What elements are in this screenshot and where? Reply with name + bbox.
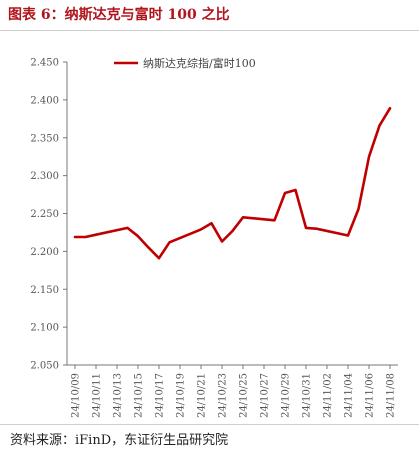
data-point	[95, 233, 97, 236]
data-point	[389, 107, 391, 110]
data-point	[305, 227, 307, 229]
data-point	[137, 235, 139, 238]
data-point	[168, 241, 171, 244]
y-tick-label: 2.450	[30, 58, 59, 69]
source-note: 资料来源：iFinD，东证衍生品研究院	[10, 433, 229, 448]
data-point	[231, 230, 234, 232]
source-divider	[0, 424, 419, 425]
data-point	[315, 227, 318, 230]
x-axis: 24/10/09 24/10/11 24/10/13 24/10/15 24/10/17…	[67, 364, 398, 418]
x-tick-label: 24/10/17	[155, 373, 166, 418]
x-tick-label: 24/11/02	[323, 373, 334, 418]
data-point	[368, 155, 370, 158]
data-point	[221, 240, 223, 243]
y-tick-label: 2.250	[30, 209, 59, 220]
data-point	[357, 208, 360, 210]
y-tick-label: 2.050	[30, 361, 59, 372]
x-tick-label: 24/10/21	[197, 373, 208, 418]
y-tick-label: 2.300	[30, 171, 59, 182]
x-tick-label: 24/10/31	[302, 373, 313, 418]
data-point	[126, 227, 129, 229]
x-tick-label: 24/10/13	[113, 373, 124, 418]
data-point	[378, 124, 381, 127]
data-point	[210, 222, 213, 225]
x-tick-label: 24/10/09	[71, 373, 82, 418]
line-chart: 2.050 2.100 2.150 2.200 2.250 2.300 2.350 2.400…	[30, 56, 398, 418]
x-tick-label: 24/10/19	[176, 373, 187, 418]
data-point	[158, 257, 160, 259]
series-line	[73, 106, 392, 260]
x-tick-label: 24/10/15	[134, 373, 145, 418]
x-tick-label: 24/11/04	[344, 373, 355, 418]
series-layer	[73, 106, 392, 260]
data-point	[147, 246, 150, 249]
data-point	[294, 189, 297, 191]
x-tick-label: 24/10/27	[260, 373, 271, 418]
y-axis: 2.050 2.100 2.150 2.200 2.250 2.300 2.350 2.400…	[30, 58, 68, 372]
legend: 纳斯达克综指/富时100	[114, 56, 256, 70]
data-point	[284, 192, 286, 194]
data-point	[74, 236, 76, 238]
x-tick-label: 24/10/23	[218, 373, 229, 418]
x-tick-label: 24/11/06	[365, 373, 376, 418]
chart-title: 图表 6：纳斯达克与富时 100 之比	[8, 7, 230, 23]
data-point	[84, 236, 87, 238]
legend-label: 纳斯达克综指/富时100	[143, 56, 256, 70]
y-tick-label: 2.350	[30, 133, 59, 144]
y-tick-label: 2.400	[30, 95, 59, 106]
x-tick-label: 24/10/29	[281, 373, 292, 418]
data-point	[347, 234, 349, 237]
x-tick-label: 24/10/11	[92, 373, 103, 418]
x-tick-label: 24/10/25	[239, 373, 250, 418]
y-tick-label: 2.150	[30, 285, 59, 296]
y-tick-label: 2.100	[30, 323, 59, 334]
y-tick-label: 2.200	[30, 247, 59, 258]
data-point	[242, 216, 244, 219]
x-tick-label: 24/11/08	[386, 373, 397, 418]
data-point	[273, 219, 276, 222]
title-divider	[0, 30, 419, 31]
data-point	[200, 228, 202, 231]
